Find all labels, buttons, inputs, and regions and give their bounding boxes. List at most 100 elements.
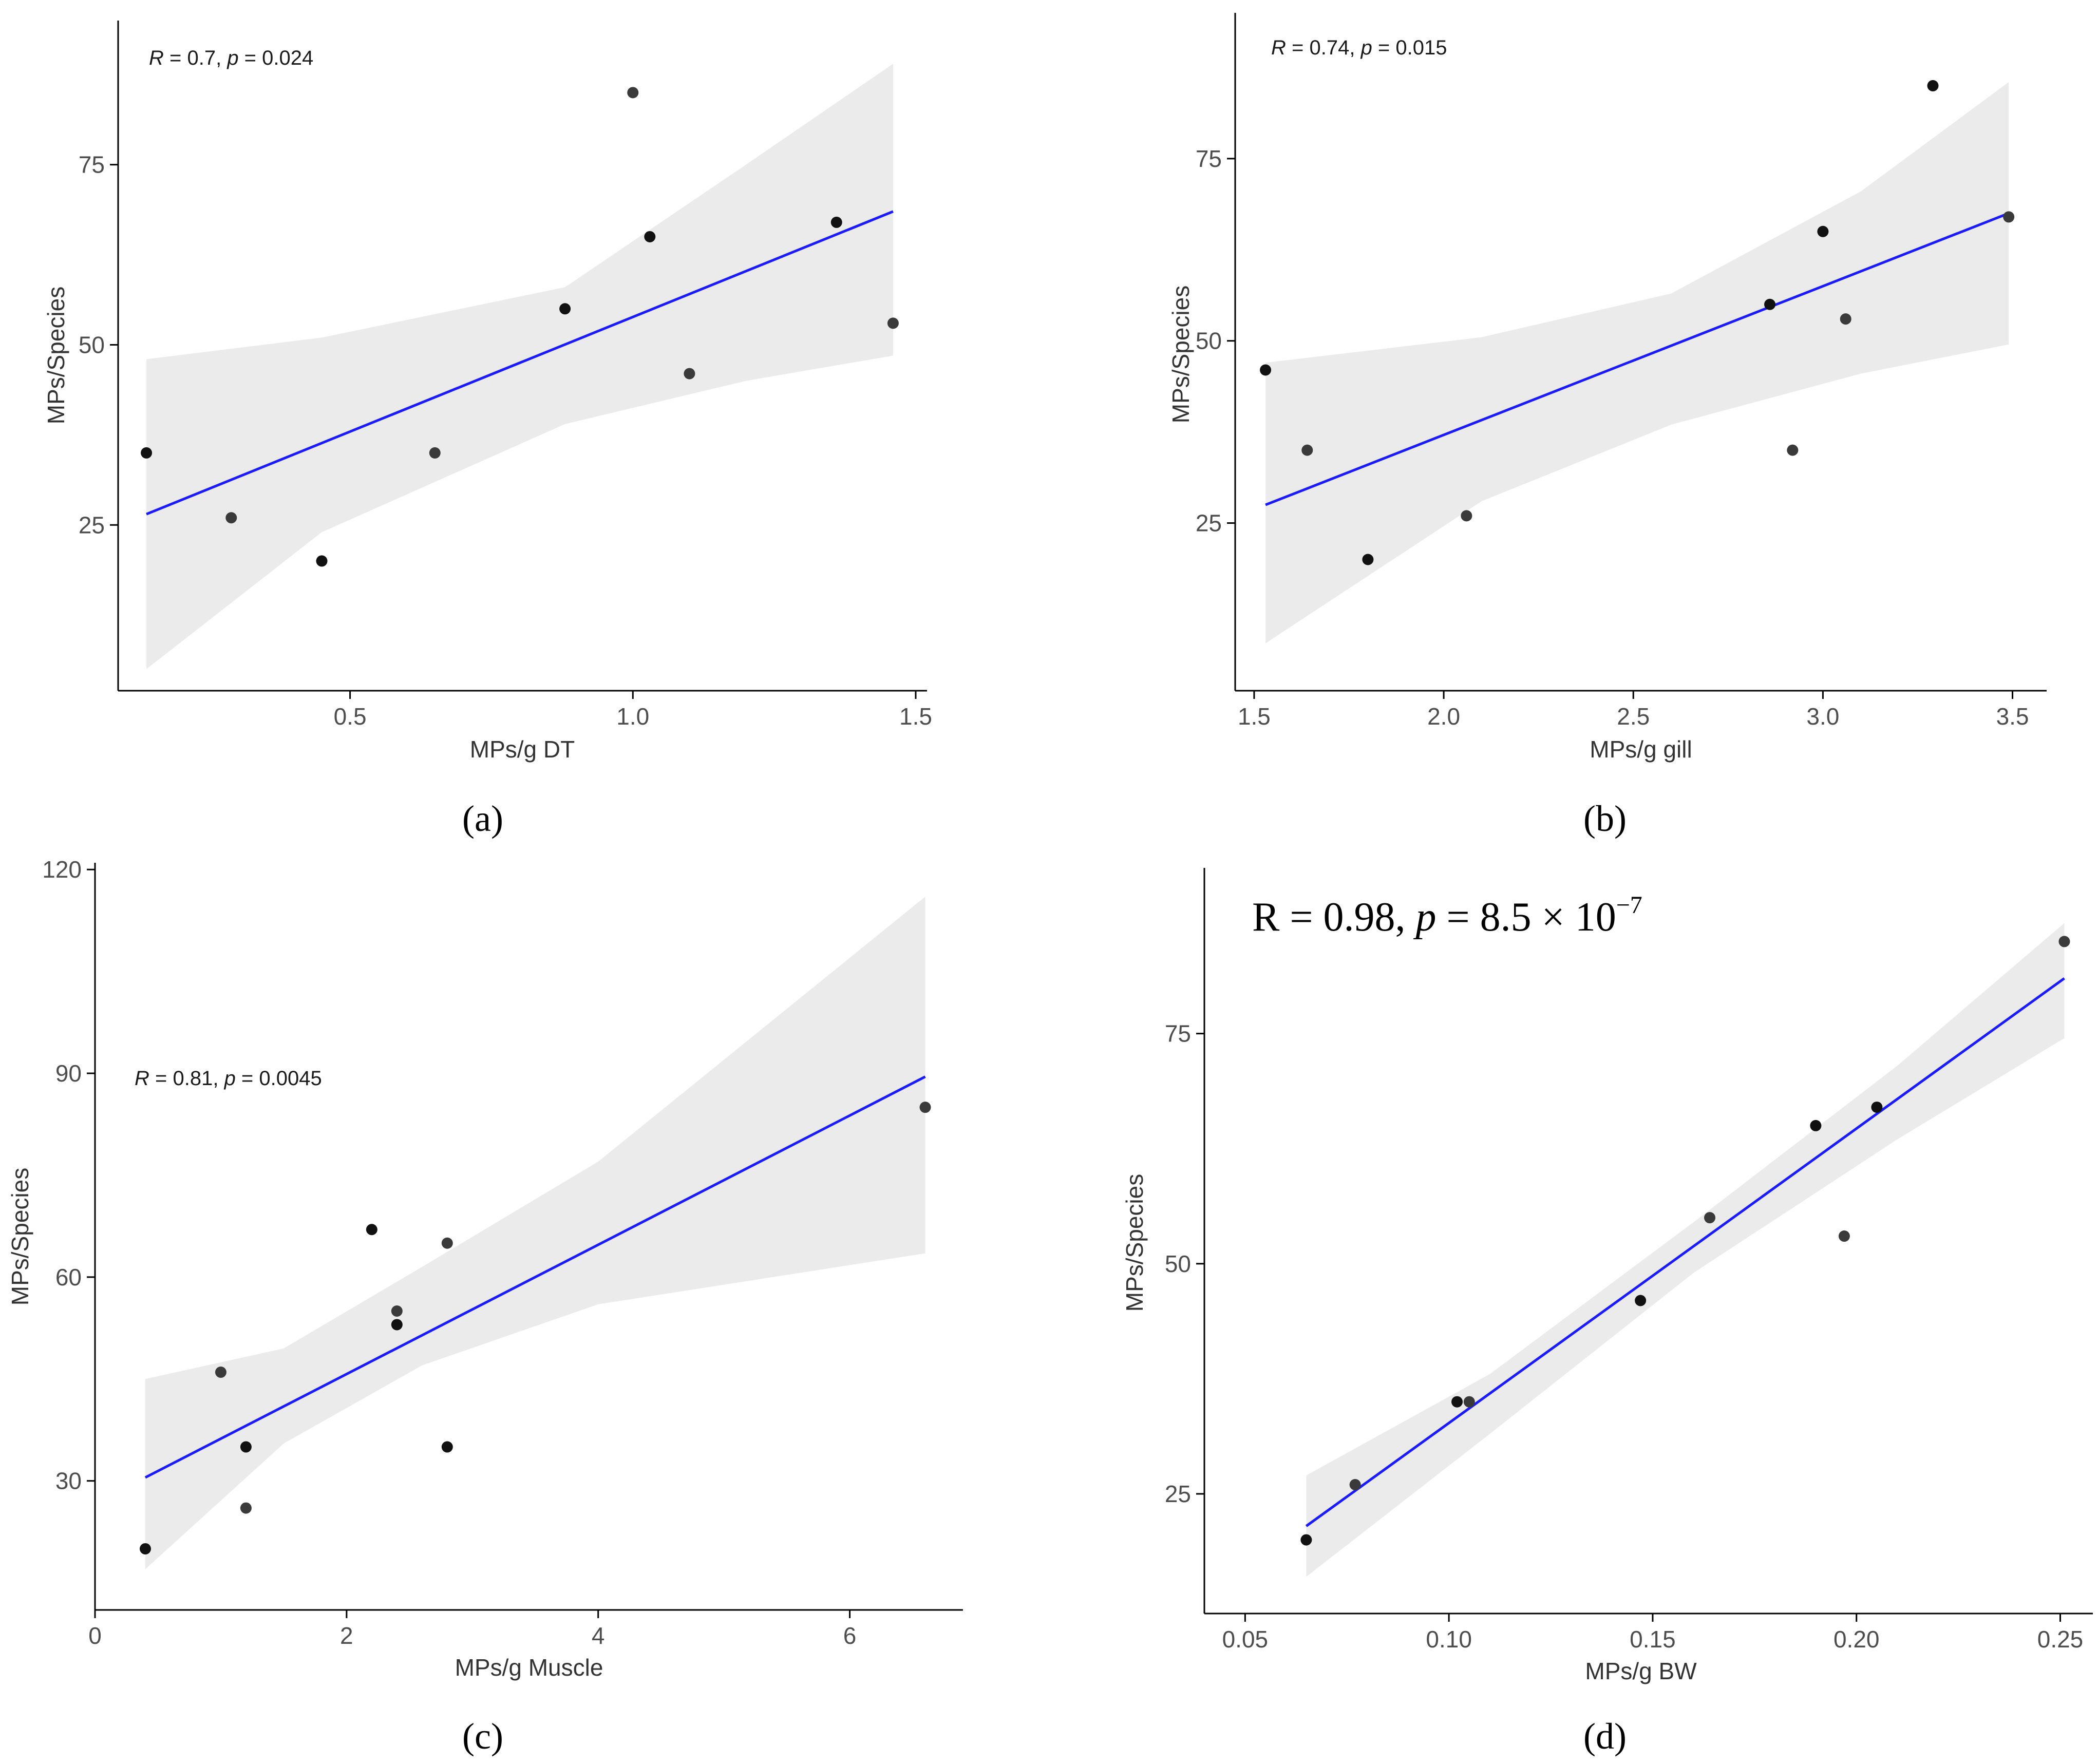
panel-a-point xyxy=(684,368,695,380)
panel-b-x-tick-label: 2.0 xyxy=(1427,703,1460,730)
panel-d-point xyxy=(1635,1295,1647,1306)
panel-a-point xyxy=(559,303,571,315)
panel-c-confidence-band xyxy=(145,897,925,1569)
panel-a-point xyxy=(141,447,153,459)
panel-b-point xyxy=(1301,444,1313,456)
panel-b-x-ticks: 1.5 2.0 2.5 3.0 3.5 xyxy=(1238,691,2029,730)
panel-a-x-tick-label: 0.5 xyxy=(334,703,367,730)
panel-b-fit-line xyxy=(1265,212,2010,506)
panel-a-y-tick-label: 50 xyxy=(79,331,105,358)
panel-d-fit-line-group xyxy=(1305,977,2065,1527)
panel-c-r-label: R xyxy=(135,1067,149,1090)
panel-b-point xyxy=(1927,80,1939,91)
panel-b-point xyxy=(1817,225,1829,237)
panel-c-p-value: = 0.0045 xyxy=(236,1067,322,1090)
panel-a-fit-line-group xyxy=(146,210,894,516)
panel-c-r-value: = 0.81, xyxy=(149,1067,224,1090)
panel-b-x-tick-label: 3.5 xyxy=(1996,703,2029,730)
panel-a-x-ticks: 0.5 1.0 1.5 xyxy=(334,691,932,730)
panel-a-x-tick-label: 1.5 xyxy=(899,703,932,730)
panel-d-y-ticks: 25 50 75 xyxy=(1165,1020,1204,1507)
panel-d-point xyxy=(1463,1396,1475,1408)
panel-a-y-tick-label: 75 xyxy=(79,151,105,178)
panel-a-point xyxy=(429,447,441,459)
panel-c-ci-band xyxy=(145,897,925,1569)
panel-a-point xyxy=(887,317,899,329)
panel-b-point xyxy=(2003,211,2015,223)
panel-d-point xyxy=(1871,1102,1883,1113)
panel-d-annotation: R = 0.98, p = 8.5 × 10−7 xyxy=(1252,892,1642,940)
panel-c-point xyxy=(391,1319,403,1331)
panel-c-ylabel: MPs/Species xyxy=(7,1168,33,1305)
panel-c-point xyxy=(240,1441,252,1453)
panel-d-ylabel: MPs/Species xyxy=(1121,1174,1148,1312)
panel-d-point xyxy=(1810,1120,1822,1131)
panel-a-confidence-band xyxy=(146,64,893,669)
panel-c-p-label: p xyxy=(224,1067,236,1090)
panel-c-x-tick-label: 6 xyxy=(843,1622,857,1649)
panel-a-point xyxy=(316,555,328,567)
panel-a-p-label: p xyxy=(226,47,238,69)
panel-a-point xyxy=(627,87,639,99)
panel-a-caption: (a) xyxy=(462,798,503,839)
panel-b-point xyxy=(1840,313,1851,325)
panel-a-p-value: = 0.024 xyxy=(239,47,314,69)
panel-d-point xyxy=(1704,1212,1716,1224)
panel-d-point xyxy=(1838,1230,1850,1242)
panel-c-x-tick-label: 2 xyxy=(340,1622,353,1649)
panel-a-x-tick-label: 1.0 xyxy=(616,703,649,730)
panel-a: 0.5 1.0 1.5 25 50 75 MPs/g DT MPs/Species R … xyxy=(43,21,932,839)
panel-a-ylabel: MPs/Species xyxy=(43,287,69,424)
panel-d-y-tick-label: 25 xyxy=(1165,1481,1191,1507)
panel-b-x-tick-label: 3.0 xyxy=(1806,703,1839,730)
panel-c-x-ticks: 0 2 4 6 xyxy=(88,1610,856,1649)
panel-a-xlabel: MPs/g DT xyxy=(470,736,575,763)
panel-c-y-tick-label: 30 xyxy=(55,1468,82,1494)
panel-d-confidence-band xyxy=(1306,923,2065,1577)
panel-b-ylabel: MPs/Species xyxy=(1167,286,1194,423)
panel-d-x-tick-label: 0.05 xyxy=(1222,1626,1269,1653)
panel-a-point xyxy=(644,231,656,242)
panel-d-point xyxy=(1451,1396,1463,1408)
panel-c-fit-line xyxy=(144,1075,926,1479)
panel-d-x-ticks: 0.05 0.10 0.15 0.20 0.25 xyxy=(1222,1614,2084,1653)
panel-d-r-text: R = 0.98, xyxy=(1252,895,1415,940)
panel-d-point xyxy=(1300,1534,1312,1546)
panel-c-point xyxy=(139,1543,151,1554)
panel-d-point xyxy=(2058,936,2070,947)
panel-d-point xyxy=(1349,1479,1361,1491)
panel-d-p-value: = 8.5 × 10 xyxy=(1436,895,1616,940)
panel-b-p-value: = 0.015 xyxy=(1372,36,1447,59)
panel-b-caption: (b) xyxy=(1583,798,1627,839)
panel-d-fit-line xyxy=(1305,977,2065,1527)
panel-b-r-label: R xyxy=(1271,36,1286,59)
panel-d-y-tick-label: 75 xyxy=(1165,1020,1191,1047)
panel-d-x-tick-label: 0.10 xyxy=(1426,1626,1472,1653)
panel-b-y-tick-label: 25 xyxy=(1196,510,1222,537)
panel-a-y-ticks: 25 50 75 xyxy=(79,151,118,538)
panel-c-annotation: R = 0.81, p = 0.0045 xyxy=(135,1067,322,1090)
panel-b-annotation: R = 0.74, p = 0.015 xyxy=(1271,36,1447,59)
panel-b-point xyxy=(1764,298,1776,310)
panel-d-points xyxy=(1300,936,2070,1546)
panel-a-fit-line xyxy=(146,210,894,516)
panel-d-x-tick-label: 0.25 xyxy=(2037,1626,2084,1653)
panel-a-ci-band xyxy=(146,64,893,669)
panel-c-y-tick-label: 60 xyxy=(55,1264,82,1291)
panel-a-points xyxy=(141,87,899,567)
panel-a-annotation: R = 0.7, p = 0.024 xyxy=(149,47,313,69)
panel-d-y-tick-label: 50 xyxy=(1165,1250,1191,1277)
panel-b-y-ticks: 25 50 75 xyxy=(1196,145,1235,537)
panel-b-ci-band xyxy=(1265,82,2009,643)
panel-d-xlabel: MPs/g BW xyxy=(1585,1658,1697,1684)
panel-a-point xyxy=(830,216,842,228)
panel-c-x-tick-label: 4 xyxy=(592,1622,605,1649)
panel-c-points xyxy=(139,1102,931,1554)
panel-a-r-value: = 0.7, xyxy=(164,47,227,69)
panel-b-y-tick-label: 75 xyxy=(1196,145,1222,172)
panel-b-point xyxy=(1260,364,1272,376)
panel-c-y-ticks: 30 60 90 120 xyxy=(42,856,95,1494)
panel-d-x-tick-label: 0.20 xyxy=(1834,1626,1880,1653)
panel-b-p-label: p xyxy=(1360,36,1372,59)
